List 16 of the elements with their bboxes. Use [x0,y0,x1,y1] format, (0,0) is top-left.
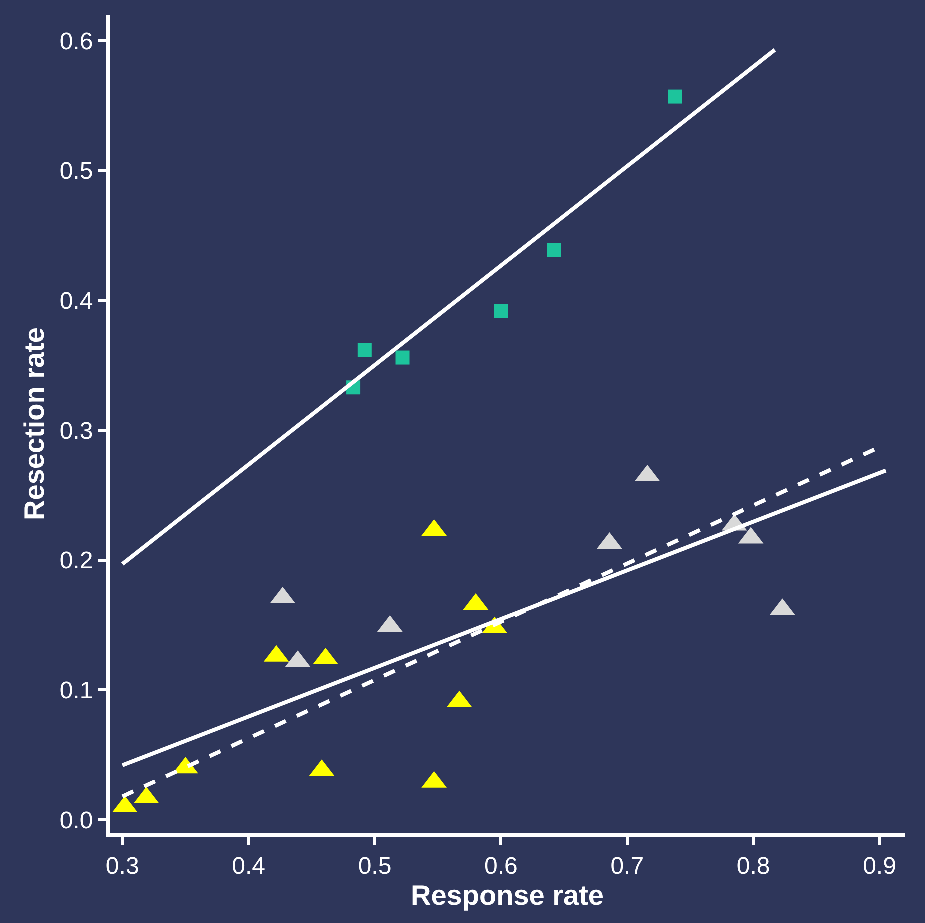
y-axis-title: Resection rate [19,328,50,520]
x-axis-title: Response rate [411,880,604,911]
y-tick-label: 0.0 [60,807,94,834]
x-tick-label: 0.4 [232,852,266,880]
x-tick-label: 0.7 [610,852,644,880]
x-tick-label: 0.6 [484,852,518,880]
x-tick-label: 0.9 [863,852,896,880]
y-tick-label: 0.2 [60,548,94,575]
y-tick-label: 0.4 [60,288,94,316]
y-tick-label: 0.1 [60,678,94,705]
x-tick-label: 0.3 [106,852,140,880]
y-tick-label: 0.6 [60,28,94,56]
x-tick-label: 0.5 [358,852,392,880]
y-tick-label: 0.3 [60,418,94,445]
y-tick-label: 0.5 [60,158,94,186]
x-tick-label: 0.8 [736,852,770,880]
